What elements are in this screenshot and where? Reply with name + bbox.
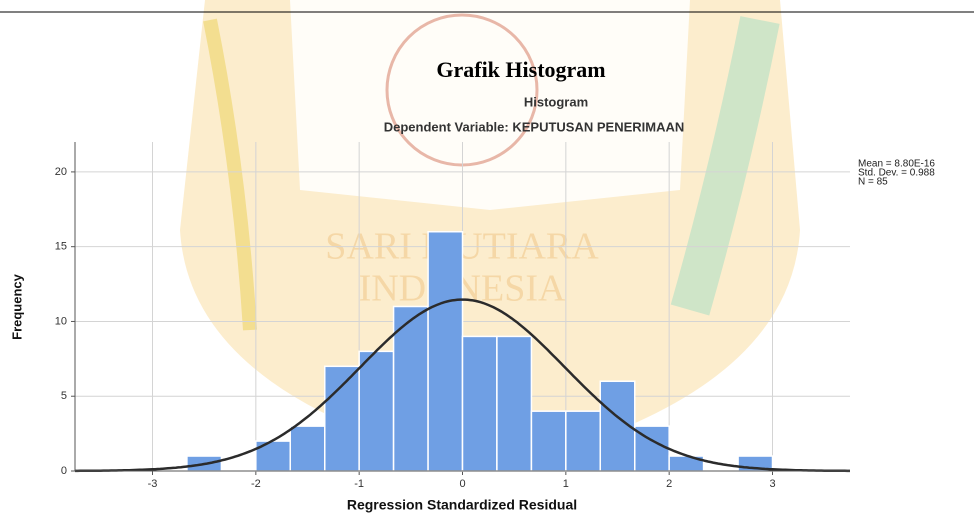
x-tick-label: 0 [459,478,465,490]
x-tick-label: -2 [251,478,261,490]
document-title: Grafik Histogram [436,57,605,82]
x-tick-label: 3 [769,478,775,490]
chart-title: Histogram [524,94,588,109]
stats-label: N = 85 [858,177,888,188]
bar [531,411,565,471]
page: Grafik Histogram SARI MUTIARA INDONESIA … [0,0,974,518]
x-axis-label: Regression Standardized Residual [347,497,577,513]
y-axis-label: Frequency [9,273,24,340]
x-tick-label: -3 [148,478,158,490]
x-tick-label: 1 [563,478,569,490]
y-tick-label: 5 [61,390,67,402]
bar [290,426,325,471]
y-tick-label: 20 [55,166,67,178]
y-tick-label: 15 [55,241,67,253]
y-tick-label: 0 [61,465,67,477]
x-tick-label: 2 [666,478,672,490]
bar [463,336,497,471]
x-tick-label: -1 [354,478,364,490]
bar [359,351,393,471]
chart-subtitle: Dependent Variable: KEPUTUSAN PENERIMAAN [384,119,685,134]
bar [566,411,600,471]
bar [428,232,462,471]
y-tick-label: 10 [55,315,67,327]
bar [497,336,532,471]
bar [325,366,359,471]
